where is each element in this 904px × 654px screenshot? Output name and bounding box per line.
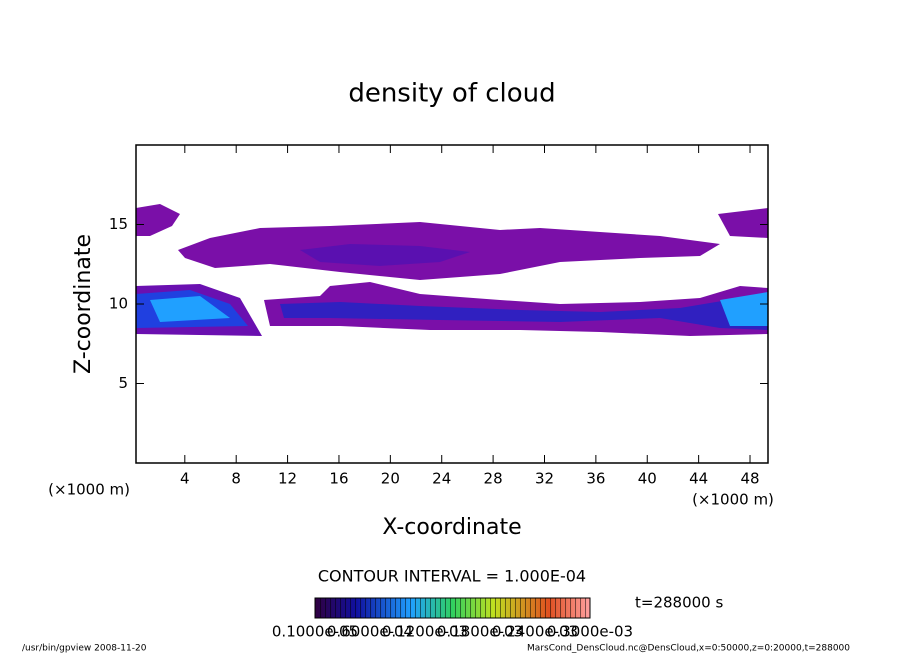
colorbar-label: 0.6000e-04 bbox=[327, 623, 413, 641]
colorbar-label: 0.1200e-03 bbox=[382, 623, 468, 641]
colorbar-label: 0.3000e-03 bbox=[547, 623, 633, 641]
cloud-fill bbox=[136, 204, 768, 336]
y-tick-label: 15 bbox=[109, 215, 128, 233]
contour-interval: CONTOUR INTERVAL = 1.000E-04 bbox=[318, 567, 586, 586]
x-tick-label: 20 bbox=[381, 470, 400, 488]
chart-title: density of cloud bbox=[348, 79, 555, 109]
colorbar-label: 0.2400e-03 bbox=[492, 623, 578, 641]
x-tick-label: 48 bbox=[740, 470, 759, 488]
x-tick-label: 8 bbox=[231, 470, 241, 488]
y-axis-label: Z-coordinate bbox=[71, 234, 96, 374]
footer-left: /usr/bin/gpview 2008-11-20 bbox=[22, 644, 147, 654]
time-label: t=288000 s bbox=[635, 594, 723, 612]
x-unit: (×1000 m) bbox=[692, 491, 774, 509]
y-tick-label: 10 bbox=[109, 295, 128, 313]
x-axis-label: X-coordinate bbox=[382, 515, 521, 540]
y-tick-label: 5 bbox=[118, 374, 128, 392]
x-tick-label: 24 bbox=[432, 470, 451, 488]
x-tick-label: 44 bbox=[689, 470, 708, 488]
x-tick-label: 28 bbox=[484, 470, 503, 488]
colorbar-label: 0.1800e-03 bbox=[437, 623, 523, 641]
x-tick-label: 36 bbox=[586, 470, 605, 488]
x-tick-label: 12 bbox=[278, 470, 297, 488]
y-unit: (×1000 m) bbox=[48, 481, 130, 499]
colorbar-label: 0.1000e-05 bbox=[272, 623, 358, 641]
x-tick-label: 16 bbox=[329, 470, 348, 488]
x-tick-label: 4 bbox=[180, 470, 190, 488]
x-tick-label: 32 bbox=[535, 470, 554, 488]
x-tick-label: 40 bbox=[638, 470, 657, 488]
footer-right: MarsCond_DensCloud.nc@DensCloud,x=0:5000… bbox=[527, 644, 850, 654]
colorbar-frame bbox=[314, 597, 591, 619]
